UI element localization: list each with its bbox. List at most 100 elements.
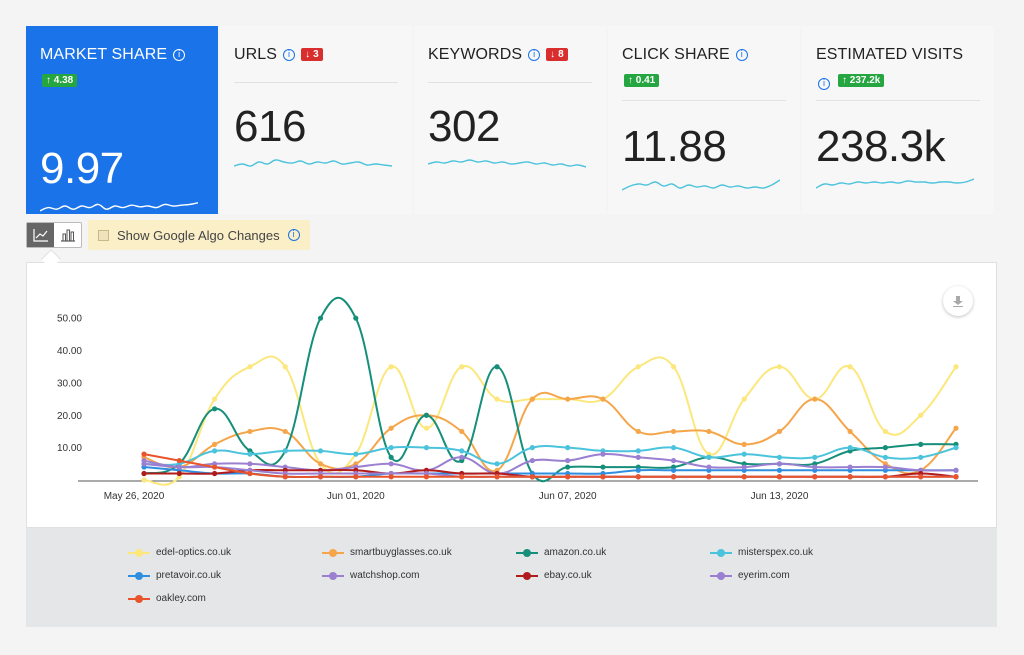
data-point[interactable] [635,474,641,480]
data-point[interactable] [565,445,571,451]
data-point[interactable] [776,428,783,435]
data-point[interactable] [918,454,924,460]
data-point[interactable] [847,464,853,470]
data-point[interactable] [847,428,853,435]
legend-item[interactable]: watchshop.com [322,569,516,582]
data-point[interactable] [212,448,218,454]
data-point[interactable] [776,474,783,480]
data-point[interactable] [353,451,359,457]
data-point[interactable] [388,364,394,370]
data-point[interactable] [247,428,253,435]
data-point[interactable] [706,428,712,435]
kpi-market-share[interactable]: MARKET SHARE i ↑ 4.38 9.97 [26,26,218,214]
data-point[interactable] [212,406,218,412]
legend-item[interactable]: oakley.com [128,592,322,605]
data-point[interactable] [706,464,712,470]
data-point[interactable] [565,396,571,402]
data-point[interactable] [600,451,606,457]
data-point[interactable] [741,441,747,447]
legend-item[interactable]: pretavoir.co.uk [128,569,322,582]
data-point[interactable] [141,461,147,467]
data-point[interactable] [882,428,888,435]
data-point[interactable] [847,474,853,480]
data-point[interactable] [812,454,818,460]
data-point[interactable] [635,454,641,460]
data-point[interactable] [847,445,853,451]
data-point[interactable] [459,448,465,454]
data-point[interactable] [282,448,288,454]
info-icon[interactable]: i [735,49,748,61]
data-point[interactable] [918,412,924,418]
data-point[interactable] [388,474,394,480]
data-point[interactable] [212,396,218,402]
data-point[interactable] [812,474,818,480]
data-point[interactable] [741,474,747,480]
data-point[interactable] [953,364,959,370]
data-point[interactable] [706,454,712,460]
data-point[interactable] [706,474,712,480]
data-point[interactable] [670,428,677,435]
legend-item[interactable]: misterspex.co.uk [710,546,904,559]
data-point[interactable] [812,464,818,470]
data-point[interactable] [247,364,253,370]
data-point[interactable] [741,451,747,457]
data-point[interactable] [212,470,218,477]
legend-item[interactable]: eyerim.com [710,569,904,582]
data-point[interactable] [176,464,182,470]
data-point[interactable] [494,474,500,480]
data-point[interactable] [529,445,535,451]
data-point[interactable] [776,454,783,460]
data-point[interactable] [459,364,465,370]
data-point[interactable] [247,451,253,457]
data-point[interactable] [882,464,888,470]
data-point[interactable] [565,457,571,464]
data-point[interactable] [353,474,359,480]
data-point[interactable] [282,474,288,480]
info-icon[interactable]: i [528,49,541,61]
data-point[interactable] [459,454,465,460]
data-point[interactable] [776,364,783,370]
data-point[interactable] [529,474,535,480]
data-point[interactable] [247,470,253,477]
line-view-button[interactable] [27,223,54,247]
data-point[interactable] [918,441,924,447]
data-point[interactable] [529,457,535,464]
data-point[interactable] [847,364,853,370]
data-point[interactable] [529,396,535,402]
data-point[interactable] [317,461,324,467]
data-point[interactable] [565,474,571,480]
data-point[interactable] [670,474,677,480]
kpi-click-share[interactable]: CLICK SHARE i ↑ 0.41 11.88 [608,26,800,214]
info-icon[interactable]: i [283,49,296,61]
data-point[interactable] [141,477,147,483]
data-point[interactable] [600,396,606,402]
data-point[interactable] [176,470,182,477]
data-point[interactable] [635,448,641,454]
data-point[interactable] [141,470,147,477]
data-point[interactable] [918,474,924,480]
data-point[interactable] [282,428,288,435]
algo-changes-toggle[interactable]: Show Google Algo Changes i [88,220,310,250]
data-point[interactable] [670,364,677,370]
data-point[interactable] [882,454,888,460]
data-point[interactable] [353,315,359,321]
data-point[interactable] [600,464,606,470]
data-point[interactable] [670,457,677,464]
data-point[interactable] [494,364,500,370]
info-icon[interactable]: i [173,49,186,61]
data-point[interactable] [953,474,959,480]
data-point[interactable] [176,457,182,464]
data-point[interactable] [317,315,324,321]
data-point[interactable] [741,396,747,402]
download-button[interactable] [943,286,973,316]
data-point[interactable] [670,445,677,451]
legend-item[interactable]: smartbuyglasses.co.uk [322,546,516,559]
data-point[interactable] [388,425,394,431]
data-point[interactable] [776,461,783,467]
data-point[interactable] [494,461,500,467]
data-point[interactable] [388,461,394,467]
data-point[interactable] [317,448,324,454]
data-point[interactable] [459,428,465,435]
data-point[interactable] [953,445,959,451]
bar-view-button[interactable] [54,223,81,247]
